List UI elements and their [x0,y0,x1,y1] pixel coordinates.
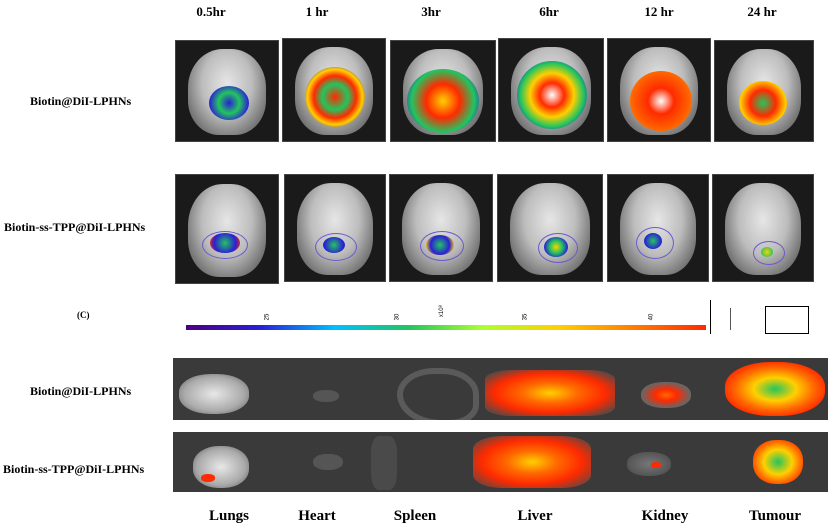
organ-image-row1 [173,358,828,420]
time-label-0.5hr: 0.5hr [196,4,226,19]
colorbar-tick-40: 40 [648,313,655,321]
mouse-image-row2-0.5hr [175,174,279,284]
mouse-image-row1-1hr [282,38,386,142]
organ-label-lungs: Lungs [208,508,250,524]
time-label-6hr: 6hr [539,4,559,19]
mouse-image-row1-3hr [390,40,496,142]
organ-group-label-biotin-ss-tpp: Biotin-ss-TPP@DiI-LPHNs [3,462,145,476]
colorbar-tick-25: 25 [264,313,271,321]
mouse-image-row2-1hr [284,174,386,282]
mouse-image-row1-24hr [714,40,814,142]
mouse-image-row2-3hr [389,174,493,282]
time-label-1hr: 1 hr [305,4,329,19]
time-label-24hr: 24 hr [747,4,777,19]
organ-image-row2 [173,432,828,492]
time-label-3hr: 3hr [421,4,441,19]
mouse-image-row2-12hr [607,174,709,282]
organ-label-heart: Heart [298,508,336,524]
organ-label-spleen: Spleen [393,508,437,524]
group-label-biotin: Biotin@DiI-LPHNs [30,94,132,108]
time-label-12hr: 12 hr [644,4,674,19]
mouse-image-row2-6hr [497,174,603,282]
colorbar-units-label [710,300,719,334]
mouse-image-row1-12hr [607,38,711,142]
colorbar-tick-30: 30 [394,313,401,321]
organ-label-liver: Liver [517,508,553,524]
colorbar-tick-35: 35 [522,313,529,321]
organ-label-tumour: Tumour [749,508,801,524]
mouse-image-row1-6hr [498,38,604,142]
acquisition-settings-box [765,306,809,334]
organ-label-kidney: Kidney [641,508,689,524]
mouse-image-row2-24hr [712,174,814,282]
colorbar-exponent: x10⁸ [439,304,446,318]
panel-c-label: (C) [77,310,90,320]
organ-group-label-biotin: Biotin@DiI-LPHNs [30,384,132,398]
colorbar-units-note [730,308,743,330]
group-label-biotin-ss-tpp: Biotin-ss-TPP@DiI-LPHNs [4,220,146,234]
mouse-image-row1-0.5hr [175,40,279,142]
colorbar [186,325,706,330]
